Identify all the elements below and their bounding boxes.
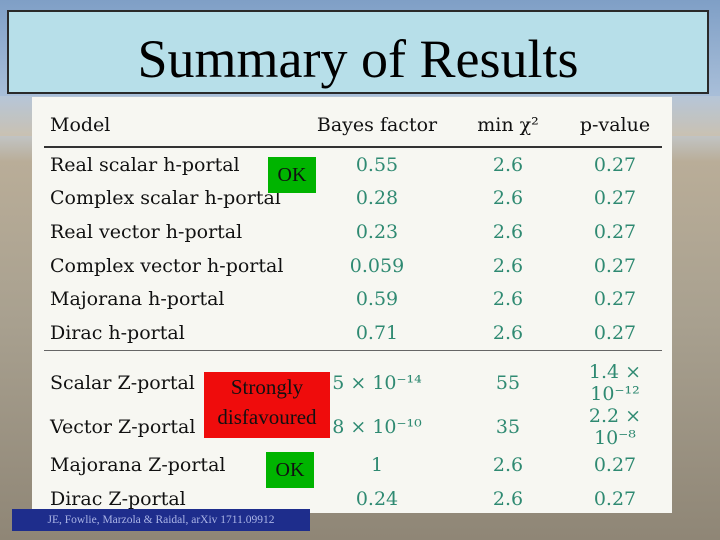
table-row: Real scalar h-portal 0.55 2.6 0.27 bbox=[44, 147, 662, 182]
slide-title: Summary of Results bbox=[137, 29, 579, 89]
cell-min-chi2: 2.6 bbox=[492, 254, 524, 277]
cell-p-value: 0.27 bbox=[593, 487, 637, 510]
table-body: Real scalar h-portal 0.55 2.6 0.27 Complex s… bbox=[44, 147, 662, 516]
table-header-row: Model Bayes factor min χ² p-value bbox=[44, 105, 662, 148]
table-row: Complex vector h-portal 0.059 2.6 0.27 bbox=[44, 249, 662, 283]
cell-model: Real vector h-portal bbox=[50, 220, 243, 243]
results-table-panel: Model Bayes factor min χ² p-value Real s… bbox=[32, 97, 672, 513]
cell-model: Dirac h-portal bbox=[50, 321, 185, 344]
cell-bayes-factor: 0.059 bbox=[349, 254, 405, 277]
table-row: Scalar Z-portal 5 × 10⁻¹⁴ 55 1.4 × 10⁻¹² bbox=[44, 349, 662, 405]
cell-min-chi2: 2.6 bbox=[492, 288, 524, 311]
table-row: Dirac h-portal 0.71 2.6 0.27 bbox=[44, 316, 662, 350]
cell-model: Complex scalar h-portal bbox=[50, 187, 281, 210]
header-min-chi2: min χ² bbox=[448, 105, 568, 148]
cell-p-value: 0.27 bbox=[593, 153, 637, 176]
cell-min-chi2: 2.6 bbox=[492, 321, 524, 344]
table-row: Vector Z-portal 8 × 10⁻¹⁰ 35 2.2 × 10⁻⁸ bbox=[44, 405, 662, 449]
table-row: Real vector h-portal 0.23 2.6 0.27 bbox=[44, 215, 662, 249]
cell-p-value: 0.27 bbox=[593, 254, 637, 277]
cell-min-chi2: 2.6 bbox=[492, 187, 524, 210]
cell-model: Vector Z-portal bbox=[50, 415, 196, 438]
table-row: Complex scalar h-portal 0.28 2.6 0.27 bbox=[44, 182, 662, 216]
cell-bayes-factor: 0.23 bbox=[355, 220, 399, 243]
title-box: Summary of Results bbox=[7, 10, 709, 94]
ok-badge-z: OK bbox=[266, 452, 314, 488]
cell-min-chi2: 2.6 bbox=[492, 220, 524, 243]
cell-min-chi2: 35 bbox=[495, 415, 521, 438]
cell-p-value: 0.27 bbox=[593, 187, 637, 210]
cell-min-chi2: 2.6 bbox=[492, 454, 524, 477]
results-table: Model Bayes factor min χ² p-value Real s… bbox=[44, 105, 662, 516]
cell-min-chi2: 2.6 bbox=[492, 487, 524, 510]
cell-bayes-factor: 1 bbox=[370, 454, 384, 477]
cell-bayes-factor: 8 × 10⁻¹⁰ bbox=[332, 415, 422, 438]
cell-p-value: 1.4 × 10⁻¹² bbox=[568, 349, 662, 405]
table-row: Dirac Z-portal 0.24 2.6 0.27 bbox=[44, 482, 662, 516]
cell-model: Majorana h-portal bbox=[50, 288, 225, 311]
cell-bayes-factor: 0.59 bbox=[355, 288, 399, 311]
cell-p-value: 0.27 bbox=[593, 321, 637, 344]
cell-model: Real scalar h-portal bbox=[50, 153, 240, 176]
table-row: Majorana Z-portal 1 2.6 0.27 bbox=[44, 449, 662, 483]
header-bayes-factor: Bayes factor bbox=[306, 105, 448, 148]
cell-bayes-factor: 0.24 bbox=[355, 487, 399, 510]
cell-model: Majorana Z-portal bbox=[50, 454, 226, 477]
disfavoured-line-2: disfavoured bbox=[217, 405, 317, 429]
header-model: Model bbox=[44, 105, 306, 148]
cell-bayes-factor: 0.55 bbox=[355, 153, 399, 176]
disfavoured-line-1: Strongly bbox=[230, 375, 304, 399]
cell-min-chi2: 55 bbox=[448, 349, 568, 405]
cell-bayes-factor: 0.71 bbox=[355, 321, 399, 344]
cell-min-chi2: 2.6 bbox=[492, 153, 524, 176]
cell-model: Dirac Z-portal bbox=[50, 487, 186, 510]
cell-p-value: 0.27 bbox=[593, 220, 637, 243]
disfavoured-badge: Strongly disfavoured bbox=[204, 372, 330, 438]
cell-bayes-factor: 0.28 bbox=[355, 187, 399, 210]
cell-p-value: 0.27 bbox=[593, 454, 637, 477]
cell-p-value: 0.27 bbox=[593, 288, 637, 311]
cell-p-value: 2.2 × 10⁻⁸ bbox=[588, 404, 642, 449]
citation-label: JE, Fowlie, Marzola & Raidal, arXiv 1711… bbox=[12, 509, 310, 531]
table-row: Majorana h-portal 0.59 2.6 0.27 bbox=[44, 282, 662, 316]
header-p-value: p-value bbox=[568, 105, 662, 148]
cell-model: Complex vector h-portal bbox=[50, 254, 284, 277]
ok-badge-higgs: OK bbox=[268, 157, 316, 193]
